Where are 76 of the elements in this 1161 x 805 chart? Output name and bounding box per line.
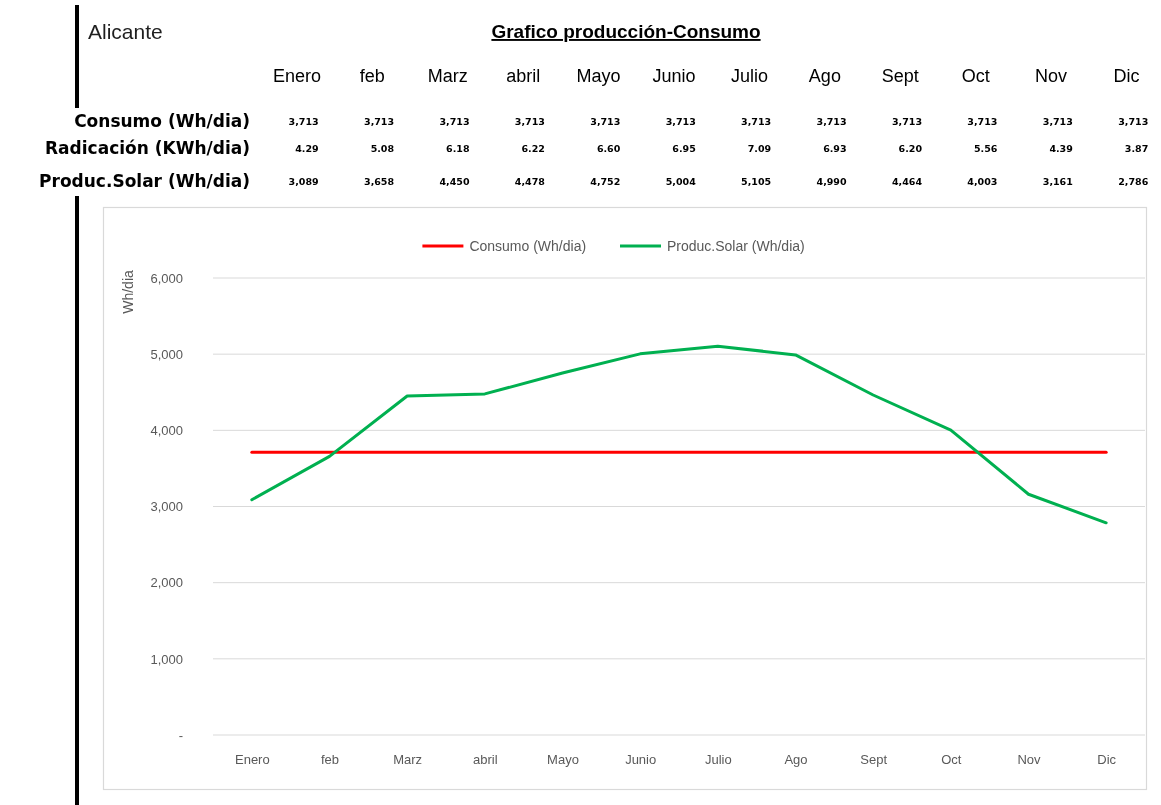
x-tick-label: Ago bbox=[808, 66, 841, 86]
y-tick-label: 6,000 bbox=[150, 270, 183, 286]
x-tick-label: Sept bbox=[860, 752, 888, 768]
data-label: 3,713 bbox=[1118, 116, 1149, 127]
data-label: 3,713 bbox=[1042, 116, 1073, 127]
y-tick-label: 3,000 bbox=[150, 499, 183, 515]
data-label: 3,713 bbox=[816, 116, 847, 127]
x-tick-label: Junio bbox=[652, 66, 696, 86]
data-label: 5.56 bbox=[973, 143, 998, 154]
data-label: 3,713 bbox=[741, 116, 772, 127]
x-tick-label: Mayo bbox=[576, 66, 621, 86]
y-tick-label: Consumo (Wh/dia) bbox=[74, 111, 250, 131]
data-label: 4,450 bbox=[439, 176, 470, 187]
x-tick-label: Dic bbox=[1097, 752, 1117, 768]
data-label: 6.20 bbox=[898, 143, 923, 154]
x-tick-label: feb bbox=[359, 66, 385, 86]
y-tick-label: 1,000 bbox=[150, 651, 183, 667]
y-tick-label: Radicación (KWh/dia) bbox=[45, 138, 250, 158]
x-tick-label: Oct bbox=[941, 752, 962, 768]
x-tick-label: feb bbox=[320, 752, 340, 768]
y-tick-label: 5,000 bbox=[150, 346, 183, 362]
data-label: 7.09 bbox=[747, 143, 772, 154]
data-label: 3,713 bbox=[590, 116, 621, 127]
x-tick-label: Marz bbox=[427, 66, 468, 86]
x-tick-label: Nov bbox=[1035, 66, 1068, 86]
data-label: 4,990 bbox=[816, 176, 847, 187]
data-label: 4,003 bbox=[967, 176, 998, 187]
x-tick-label: Julio bbox=[704, 752, 732, 768]
data-label: 4,478 bbox=[514, 176, 546, 187]
data-label: 6.22 bbox=[521, 143, 545, 154]
y-tick-label: Produc.Solar (Wh/dia) bbox=[39, 171, 250, 191]
line-series bbox=[250, 344, 1108, 525]
data-label: 4.29 bbox=[295, 143, 319, 154]
x-tick-label: Ago bbox=[784, 752, 808, 768]
data-label: 5.08 bbox=[370, 143, 395, 154]
data-label: 4.39 bbox=[1049, 143, 1073, 154]
data-label: 6.60 bbox=[596, 143, 621, 154]
x-tick-label: Enero bbox=[234, 752, 270, 768]
x-tick-label: Junio bbox=[625, 752, 657, 768]
chart-subtitle: Alicante bbox=[88, 20, 163, 43]
data-label: 4,752 bbox=[590, 176, 621, 187]
data-label: 3,713 bbox=[514, 116, 545, 127]
data-label: 3,713 bbox=[288, 116, 319, 127]
data-label: 6.93 bbox=[823, 143, 847, 154]
y-axis-title: Wh/dia bbox=[120, 270, 136, 314]
data-label: 3,089 bbox=[288, 176, 319, 187]
y-tick-label: 4,000 bbox=[150, 422, 183, 438]
data-label: 3,713 bbox=[439, 116, 470, 127]
x-tick-label: Marz bbox=[393, 752, 423, 768]
data-label: 3.87 bbox=[1124, 143, 1149, 154]
data-label: 6.95 bbox=[672, 143, 696, 154]
y-tick-label: - bbox=[178, 727, 183, 743]
x-tick-label: Nov bbox=[1017, 752, 1042, 768]
data-label: 2,786 bbox=[1118, 176, 1149, 187]
data-label: 5,004 bbox=[665, 176, 697, 187]
legend-label: Consumo (Wh/dia) bbox=[469, 238, 587, 254]
legend-label: Produc.Solar (Wh/dia) bbox=[667, 238, 805, 254]
data-label: 6.18 bbox=[446, 143, 470, 154]
chart-title: Grafico producción-Consumo bbox=[491, 21, 761, 42]
x-tick-label: Enero bbox=[272, 66, 321, 86]
x-tick-label: Sept bbox=[881, 66, 919, 86]
x-tick-label: abril bbox=[506, 66, 541, 86]
x-tick-label: Julio bbox=[730, 66, 768, 86]
data-label: 3,713 bbox=[891, 116, 922, 127]
data-label: 3,713 bbox=[967, 116, 998, 127]
x-tick-label: abril bbox=[473, 752, 498, 768]
data-label: 3,713 bbox=[665, 116, 696, 127]
data-label: 3,713 bbox=[364, 116, 395, 127]
data-label: 3,658 bbox=[364, 176, 395, 187]
data-label: 4,464 bbox=[891, 176, 923, 187]
data-label: 5,105 bbox=[741, 176, 772, 187]
x-tick-label: Dic bbox=[1113, 66, 1140, 86]
y-tick-label: 2,000 bbox=[150, 575, 183, 591]
x-tick-label: Mayo bbox=[547, 752, 579, 768]
data-label: 3,161 bbox=[1042, 176, 1073, 187]
x-tick-label: Oct bbox=[961, 66, 990, 86]
